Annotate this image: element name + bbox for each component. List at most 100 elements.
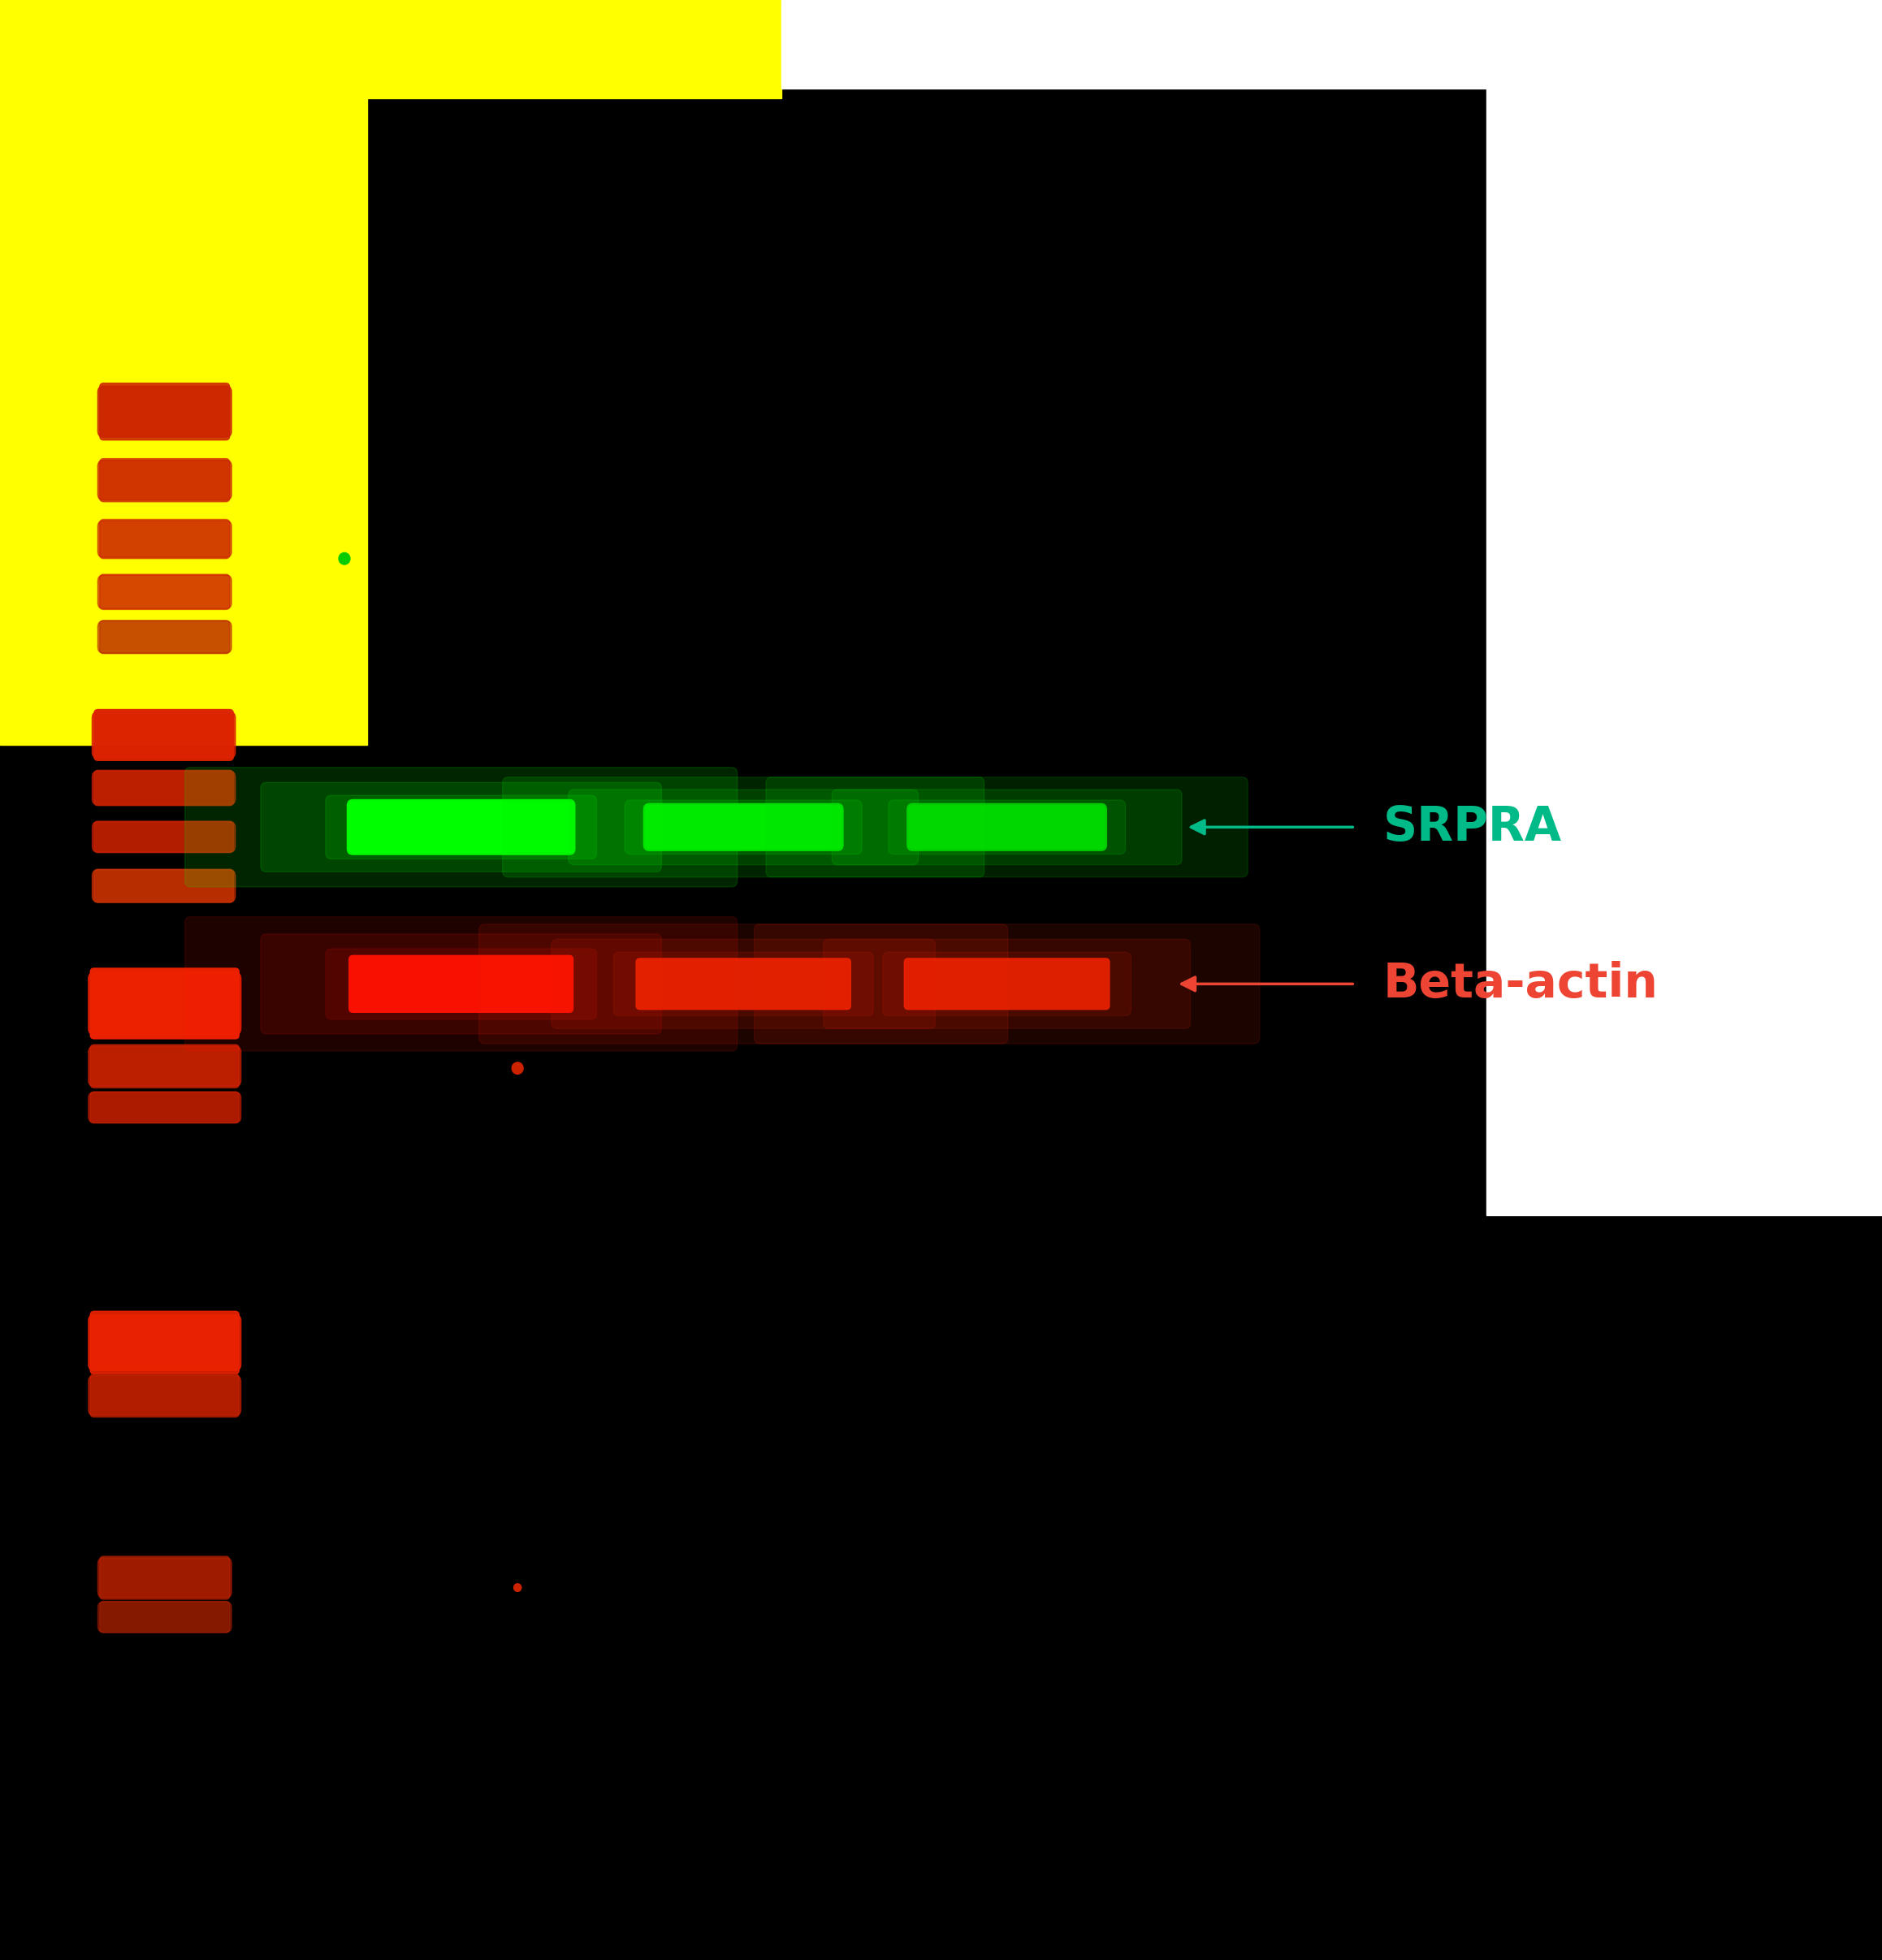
- FancyBboxPatch shape: [92, 870, 235, 902]
- FancyBboxPatch shape: [92, 821, 235, 853]
- FancyBboxPatch shape: [88, 972, 241, 1035]
- FancyBboxPatch shape: [88, 1315, 241, 1370]
- FancyBboxPatch shape: [88, 1376, 241, 1415]
- FancyBboxPatch shape: [88, 1092, 241, 1123]
- FancyBboxPatch shape: [260, 935, 662, 1035]
- FancyBboxPatch shape: [92, 870, 235, 902]
- FancyBboxPatch shape: [98, 386, 231, 437]
- FancyBboxPatch shape: [644, 804, 843, 851]
- FancyBboxPatch shape: [100, 619, 230, 653]
- FancyBboxPatch shape: [92, 770, 235, 806]
- FancyBboxPatch shape: [88, 1376, 241, 1415]
- FancyBboxPatch shape: [88, 1376, 241, 1415]
- FancyBboxPatch shape: [88, 972, 241, 1035]
- FancyBboxPatch shape: [98, 574, 231, 610]
- FancyBboxPatch shape: [92, 821, 235, 853]
- FancyBboxPatch shape: [98, 461, 231, 500]
- FancyBboxPatch shape: [326, 949, 597, 1019]
- FancyBboxPatch shape: [98, 386, 231, 437]
- FancyBboxPatch shape: [98, 461, 231, 500]
- FancyBboxPatch shape: [92, 711, 235, 759]
- FancyBboxPatch shape: [88, 1315, 241, 1370]
- FancyBboxPatch shape: [98, 461, 231, 500]
- FancyBboxPatch shape: [98, 521, 231, 557]
- FancyBboxPatch shape: [92, 821, 235, 853]
- FancyBboxPatch shape: [614, 953, 873, 1015]
- FancyBboxPatch shape: [92, 870, 235, 902]
- FancyBboxPatch shape: [88, 1376, 241, 1415]
- FancyBboxPatch shape: [88, 1315, 241, 1370]
- FancyBboxPatch shape: [88, 1315, 241, 1370]
- FancyBboxPatch shape: [98, 521, 231, 557]
- FancyBboxPatch shape: [94, 870, 233, 902]
- FancyBboxPatch shape: [88, 1047, 241, 1086]
- FancyBboxPatch shape: [98, 1558, 231, 1597]
- FancyBboxPatch shape: [502, 778, 984, 878]
- FancyBboxPatch shape: [100, 574, 230, 610]
- FancyBboxPatch shape: [92, 770, 235, 806]
- FancyBboxPatch shape: [98, 574, 231, 610]
- FancyBboxPatch shape: [346, 800, 576, 855]
- FancyBboxPatch shape: [98, 461, 231, 500]
- FancyBboxPatch shape: [98, 1601, 231, 1633]
- FancyBboxPatch shape: [98, 461, 231, 500]
- FancyBboxPatch shape: [98, 521, 231, 557]
- FancyBboxPatch shape: [92, 770, 235, 806]
- FancyBboxPatch shape: [100, 1556, 230, 1599]
- FancyBboxPatch shape: [88, 1092, 241, 1123]
- FancyBboxPatch shape: [92, 711, 235, 759]
- FancyBboxPatch shape: [92, 821, 235, 853]
- Bar: [0, 0, 367, 745]
- FancyBboxPatch shape: [88, 972, 241, 1035]
- FancyBboxPatch shape: [90, 1045, 239, 1088]
- Bar: [1487, 69, 1882, 1215]
- FancyBboxPatch shape: [88, 1315, 241, 1370]
- FancyBboxPatch shape: [98, 574, 231, 610]
- FancyBboxPatch shape: [98, 521, 231, 557]
- FancyBboxPatch shape: [88, 1376, 241, 1415]
- FancyBboxPatch shape: [88, 1092, 241, 1123]
- FancyBboxPatch shape: [88, 1315, 241, 1370]
- FancyBboxPatch shape: [636, 958, 851, 1009]
- FancyBboxPatch shape: [88, 972, 241, 1035]
- FancyBboxPatch shape: [92, 870, 235, 902]
- FancyBboxPatch shape: [88, 1315, 241, 1370]
- FancyBboxPatch shape: [88, 1315, 241, 1370]
- FancyBboxPatch shape: [98, 386, 231, 437]
- FancyBboxPatch shape: [92, 770, 235, 806]
- FancyBboxPatch shape: [88, 1376, 241, 1415]
- Text: SRPRA: SRPRA: [1383, 804, 1562, 851]
- FancyBboxPatch shape: [551, 939, 935, 1029]
- FancyBboxPatch shape: [909, 806, 1105, 849]
- FancyBboxPatch shape: [98, 621, 231, 653]
- FancyBboxPatch shape: [98, 621, 231, 653]
- FancyBboxPatch shape: [94, 710, 233, 760]
- FancyBboxPatch shape: [98, 386, 231, 437]
- FancyBboxPatch shape: [98, 621, 231, 653]
- FancyBboxPatch shape: [100, 384, 230, 439]
- FancyBboxPatch shape: [92, 770, 235, 806]
- FancyBboxPatch shape: [98, 521, 231, 557]
- FancyBboxPatch shape: [88, 1047, 241, 1086]
- FancyBboxPatch shape: [92, 711, 235, 759]
- FancyBboxPatch shape: [92, 821, 235, 853]
- FancyBboxPatch shape: [88, 1047, 241, 1086]
- FancyBboxPatch shape: [98, 1558, 231, 1597]
- FancyBboxPatch shape: [98, 574, 231, 610]
- Circle shape: [339, 553, 350, 564]
- FancyBboxPatch shape: [88, 1376, 241, 1415]
- FancyBboxPatch shape: [100, 1601, 230, 1633]
- FancyBboxPatch shape: [92, 821, 235, 853]
- FancyBboxPatch shape: [92, 770, 235, 806]
- FancyBboxPatch shape: [92, 711, 235, 759]
- Circle shape: [514, 1584, 521, 1592]
- FancyBboxPatch shape: [88, 1092, 241, 1123]
- FancyBboxPatch shape: [326, 796, 597, 858]
- FancyBboxPatch shape: [88, 1047, 241, 1086]
- FancyBboxPatch shape: [88, 972, 241, 1035]
- FancyBboxPatch shape: [88, 1047, 241, 1086]
- FancyBboxPatch shape: [98, 621, 231, 653]
- FancyBboxPatch shape: [646, 806, 841, 849]
- FancyBboxPatch shape: [98, 461, 231, 500]
- FancyBboxPatch shape: [92, 870, 235, 902]
